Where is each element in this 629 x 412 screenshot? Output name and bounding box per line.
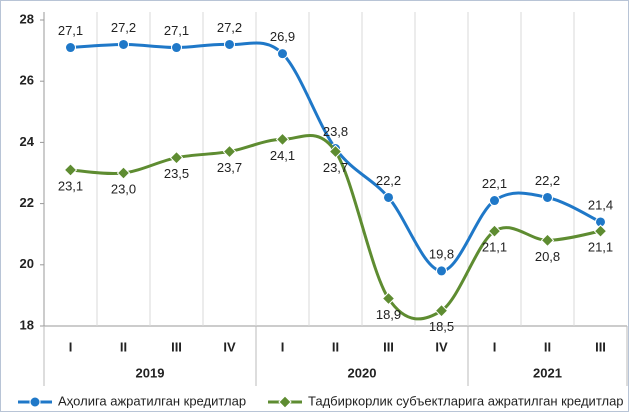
point	[593, 224, 608, 238]
group-label: 2019	[136, 365, 165, 380]
data-label: 23,7	[217, 160, 242, 175]
x-tick-label: III	[383, 339, 394, 354]
point	[118, 38, 129, 50]
data-label: 22,2	[535, 173, 560, 188]
point	[116, 166, 131, 180]
point	[434, 303, 449, 318]
y-tick-label: 28	[20, 11, 34, 26]
x-tick-label: IV	[435, 339, 448, 354]
point	[275, 132, 290, 147]
x-tick-label: I	[281, 339, 285, 354]
point	[328, 144, 343, 159]
data-label: 27,2	[217, 20, 242, 35]
point	[542, 191, 553, 203]
y-tick-label: 24	[20, 134, 35, 149]
group-label: 2020	[348, 365, 377, 380]
data-label: 18,9	[376, 307, 401, 322]
data-label: 21,4	[588, 197, 613, 212]
point	[222, 144, 237, 159]
x-tick-label: I	[493, 339, 497, 354]
point	[169, 150, 184, 165]
point	[63, 163, 78, 177]
legend-label: Аҳолига ажратилган кредитлар	[58, 393, 246, 408]
data-label: 27,1	[164, 23, 189, 38]
point	[277, 48, 288, 60]
data-label: 22,1	[482, 176, 507, 191]
y-tick-label: 22	[20, 195, 34, 210]
x-tick-label: II	[120, 339, 127, 354]
y-tick-label: 18	[20, 317, 34, 332]
data-label: 26,9	[270, 29, 295, 44]
point	[29, 396, 41, 408]
data-label: 18,5	[429, 319, 454, 334]
data-label: 27,2	[111, 20, 136, 35]
data-label: 24,1	[270, 148, 295, 163]
data-label: 23,7	[323, 160, 348, 175]
x-tick-label: II	[544, 339, 551, 354]
x-tick-label: I	[69, 339, 73, 354]
point	[489, 195, 500, 207]
data-label: 21,1	[588, 240, 613, 255]
point	[171, 42, 182, 54]
y-tick-label: 26	[20, 73, 34, 88]
point	[436, 265, 447, 277]
x-tick-label: II	[332, 339, 339, 354]
point	[381, 291, 396, 306]
data-label: 20,8	[535, 249, 560, 264]
data-label: 27,1	[58, 23, 83, 38]
data-label: 22,2	[376, 173, 401, 188]
point	[278, 395, 292, 409]
x-tick-label: III	[171, 339, 182, 354]
point	[65, 42, 76, 54]
point	[224, 38, 235, 50]
point	[540, 233, 555, 248]
x-tick-label: IV	[223, 339, 236, 354]
x-tick-label: III	[595, 339, 606, 354]
y-tick-label: 20	[20, 256, 34, 271]
data-label: 23,5	[164, 166, 189, 181]
point	[383, 191, 394, 203]
point	[487, 224, 502, 238]
data-label: 23,1	[58, 178, 83, 193]
data-label: 23,0	[111, 181, 136, 196]
data-label: 23,8	[323, 124, 348, 139]
data-label: 21,1	[482, 240, 507, 255]
group-label: 2021	[533, 365, 562, 380]
data-label: 19,8	[429, 246, 454, 261]
legend-label: Тадбиркорлик субъектларига ажратилган кр…	[308, 393, 624, 408]
